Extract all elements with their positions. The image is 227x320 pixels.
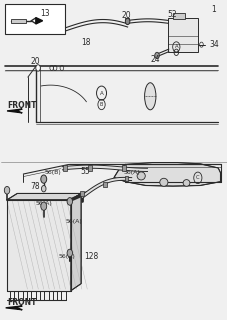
Text: FRONT: FRONT xyxy=(7,298,37,307)
Circle shape xyxy=(41,186,46,192)
Bar xyxy=(88,165,92,171)
Polygon shape xyxy=(7,200,71,291)
Bar xyxy=(168,18,197,52)
Text: 56(A): 56(A) xyxy=(58,254,75,259)
Bar xyxy=(63,165,67,171)
Polygon shape xyxy=(114,163,220,186)
Bar xyxy=(103,182,106,188)
Text: 128: 128 xyxy=(84,252,98,261)
Text: FRONT: FRONT xyxy=(7,101,37,110)
Text: 52: 52 xyxy=(167,10,176,19)
Text: 56(B): 56(B) xyxy=(45,170,61,175)
Text: 55: 55 xyxy=(80,167,89,176)
Bar xyxy=(11,19,25,23)
Text: 78: 78 xyxy=(30,182,39,191)
Bar xyxy=(172,13,185,19)
Text: 34: 34 xyxy=(208,40,218,49)
Text: 56(A): 56(A) xyxy=(123,170,139,175)
Text: 24: 24 xyxy=(150,55,159,64)
Bar xyxy=(122,165,126,171)
Circle shape xyxy=(4,187,10,194)
Text: 56(A): 56(A) xyxy=(36,201,52,205)
Text: 1: 1 xyxy=(210,5,215,14)
Polygon shape xyxy=(7,109,22,113)
Bar xyxy=(80,191,84,196)
Text: 13: 13 xyxy=(40,9,50,18)
Ellipse shape xyxy=(159,178,167,186)
Circle shape xyxy=(154,52,159,59)
Text: 18: 18 xyxy=(81,38,90,47)
Text: 20: 20 xyxy=(121,12,131,20)
FancyBboxPatch shape xyxy=(5,4,65,34)
Ellipse shape xyxy=(182,180,189,186)
Bar xyxy=(124,176,128,181)
Circle shape xyxy=(125,18,129,25)
Text: C: C xyxy=(195,175,199,180)
Circle shape xyxy=(67,249,72,257)
Polygon shape xyxy=(7,194,81,200)
Polygon shape xyxy=(6,306,22,310)
Circle shape xyxy=(41,175,47,183)
Text: 20: 20 xyxy=(30,57,39,66)
Circle shape xyxy=(41,202,47,210)
Text: B: B xyxy=(99,102,103,107)
Circle shape xyxy=(67,197,72,205)
Polygon shape xyxy=(36,18,42,24)
Polygon shape xyxy=(71,194,81,291)
Text: A: A xyxy=(174,44,177,49)
Text: 56(A): 56(A) xyxy=(65,219,82,224)
Text: A: A xyxy=(99,91,103,96)
Ellipse shape xyxy=(136,172,145,180)
Circle shape xyxy=(36,65,40,71)
Ellipse shape xyxy=(144,83,155,110)
